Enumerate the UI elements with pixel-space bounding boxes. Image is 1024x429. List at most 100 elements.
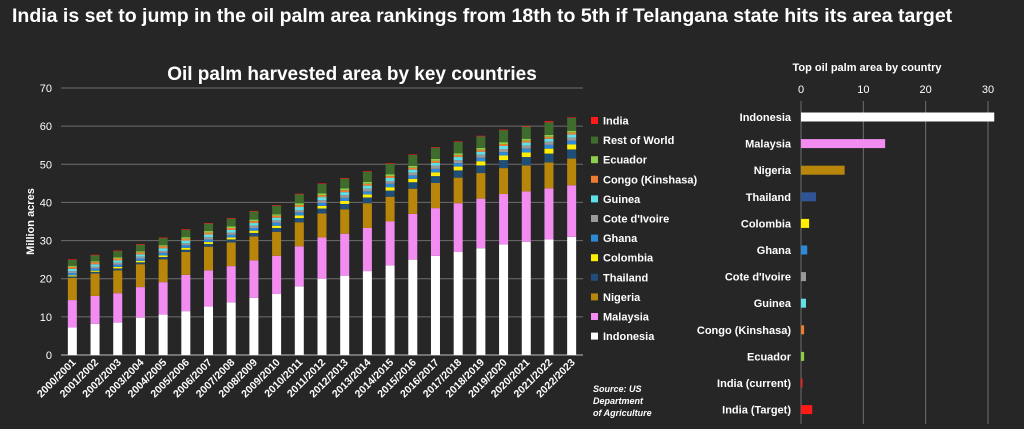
bar-segment-cote-d-ivoire: [430, 165, 440, 169]
bar-segment-ecuador: [544, 134, 554, 137]
bar-segment-india: [113, 250, 123, 252]
hbar-nigeria: [801, 165, 845, 175]
bar-segment-congo-kinshasa-: [476, 149, 486, 152]
bar-segment-guinea: [521, 142, 531, 146]
bar-segment-colombia: [272, 225, 282, 228]
bar-segment-cote-d-ivoire: [67, 271, 77, 273]
bar-segment-thailand: [226, 239, 236, 243]
legend-label: Nigeria: [603, 292, 641, 304]
bar-segment-rest-of-world: [385, 163, 395, 175]
bar-segment-indonesia: [249, 297, 259, 355]
bar-segment-ghana: [340, 197, 350, 201]
bar-segment-colombia: [317, 205, 327, 209]
bar-segment-rest-of-world: [408, 154, 418, 166]
bar-segment-ghana: [67, 272, 77, 276]
bar-segment-cote-d-ivoire: [249, 225, 259, 228]
category-label: India (Target): [722, 405, 791, 417]
bar-segment-guinea: [113, 260, 123, 263]
bar-segment-cote-d-ivoire: [362, 188, 372, 192]
bar-segment-thailand: [67, 276, 77, 278]
bar-segment-indonesia: [135, 317, 145, 355]
bar-segment-malaysia: [544, 188, 554, 240]
bar-segment-guinea: [567, 134, 577, 138]
bar-segment-thailand: [204, 244, 214, 247]
bar-segment-india: [499, 129, 509, 131]
y-tick-label: 20: [40, 274, 52, 286]
bar-segment-guinea: [90, 264, 100, 267]
bar-segment-ghana: [204, 239, 214, 243]
bar-segment-colombia: [385, 187, 395, 191]
bar-segment-congo-kinshasa-: [544, 136, 554, 139]
bar-segment-malaysia: [385, 221, 395, 266]
category-label: Thailand: [746, 192, 791, 204]
bar-segment-nigeria: [317, 213, 327, 238]
legend-label: Congo (Kinshasa): [603, 174, 697, 186]
bar-segment-thailand: [340, 203, 350, 210]
bar-segment-thailand: [544, 153, 554, 163]
bar-segment-guinea: [499, 145, 509, 150]
bar-segment-ghana: [135, 258, 145, 261]
bar-segment-ghana: [521, 148, 531, 153]
bar-segment-ecuador: [249, 219, 259, 222]
bar-segment-nigeria: [340, 209, 350, 234]
bar-segment-malaysia: [249, 260, 259, 298]
bar-segment-malaysia: [567, 185, 577, 237]
legend-label: Indonesia: [603, 331, 655, 343]
hbar-colombia: [801, 218, 810, 228]
bar-segment-congo-kinshasa-: [181, 238, 191, 241]
bar-segment-ecuador: [272, 214, 282, 216]
bar-segment-rest-of-world: [158, 237, 168, 246]
bar-segment-indonesia: [476, 248, 486, 355]
bar-segment-ecuador: [340, 188, 350, 191]
bar-segment-ecuador: [294, 203, 304, 206]
bar-segment-thailand: [567, 149, 577, 159]
bar-segment-indonesia: [453, 252, 463, 355]
bar-segment-nigeria: [521, 165, 531, 192]
bar-segment-colombia: [249, 230, 259, 233]
bar-segment-rest-of-world: [453, 141, 463, 154]
bar-segment-ecuador: [567, 130, 577, 133]
legend-label: India: [603, 116, 630, 128]
bar-segment-cote-d-ivoire: [226, 232, 236, 235]
bar-segment-thailand: [408, 182, 418, 189]
bar-segment-congo-kinshasa-: [135, 252, 145, 255]
bar-segment-nigeria: [90, 273, 100, 296]
bar-segment-india: [408, 154, 418, 156]
bar-segment-rest-of-world: [272, 205, 282, 215]
bar-segment-nigeria: [385, 196, 395, 222]
bar-segment-ghana: [158, 252, 168, 256]
bar-segment-rest-of-world: [181, 229, 191, 238]
bar-segment-colombia: [135, 260, 145, 263]
bar-segment-indonesia: [499, 244, 509, 355]
bar-segment-cote-d-ivoire: [340, 195, 350, 198]
category-label: Colombia: [741, 218, 792, 230]
bar-segment-india: [135, 244, 145, 245]
bar-segment-rest-of-world: [567, 117, 577, 131]
bar-segment-thailand: [272, 227, 282, 232]
bar-segment-congo-kinshasa-: [249, 221, 259, 224]
bar-segment-indonesia: [408, 259, 418, 355]
bar-segment-cote-d-ivoire: [567, 137, 577, 141]
bar-segment-thailand: [317, 208, 327, 214]
bar-segment-rest-of-world: [204, 223, 214, 232]
bar-segment-indonesia: [90, 323, 100, 355]
legend-swatch: [591, 195, 598, 203]
bar-segment-guinea: [362, 185, 372, 189]
hbar-india-target-: [801, 405, 813, 415]
bar-segment-malaysia: [272, 255, 282, 294]
bar-segment-congo-kinshasa-: [521, 140, 531, 143]
y-tick-label: 40: [40, 197, 52, 209]
bar-segment-indonesia: [521, 241, 531, 355]
bar-segment-ghana: [226, 234, 236, 238]
bar-segment-india: [340, 178, 350, 179]
bar-segment-cote-d-ivoire: [181, 243, 191, 246]
bar-segment-guinea: [272, 217, 282, 221]
bar-segment-guinea: [158, 248, 168, 251]
bar-segment-malaysia: [181, 274, 191, 312]
category-label: India (current): [717, 378, 791, 390]
bar-segment-rest-of-world: [294, 194, 304, 204]
bar-segment-colombia: [340, 200, 350, 204]
bar-segment-guinea: [430, 162, 440, 166]
bar-segment-colombia: [204, 242, 214, 245]
